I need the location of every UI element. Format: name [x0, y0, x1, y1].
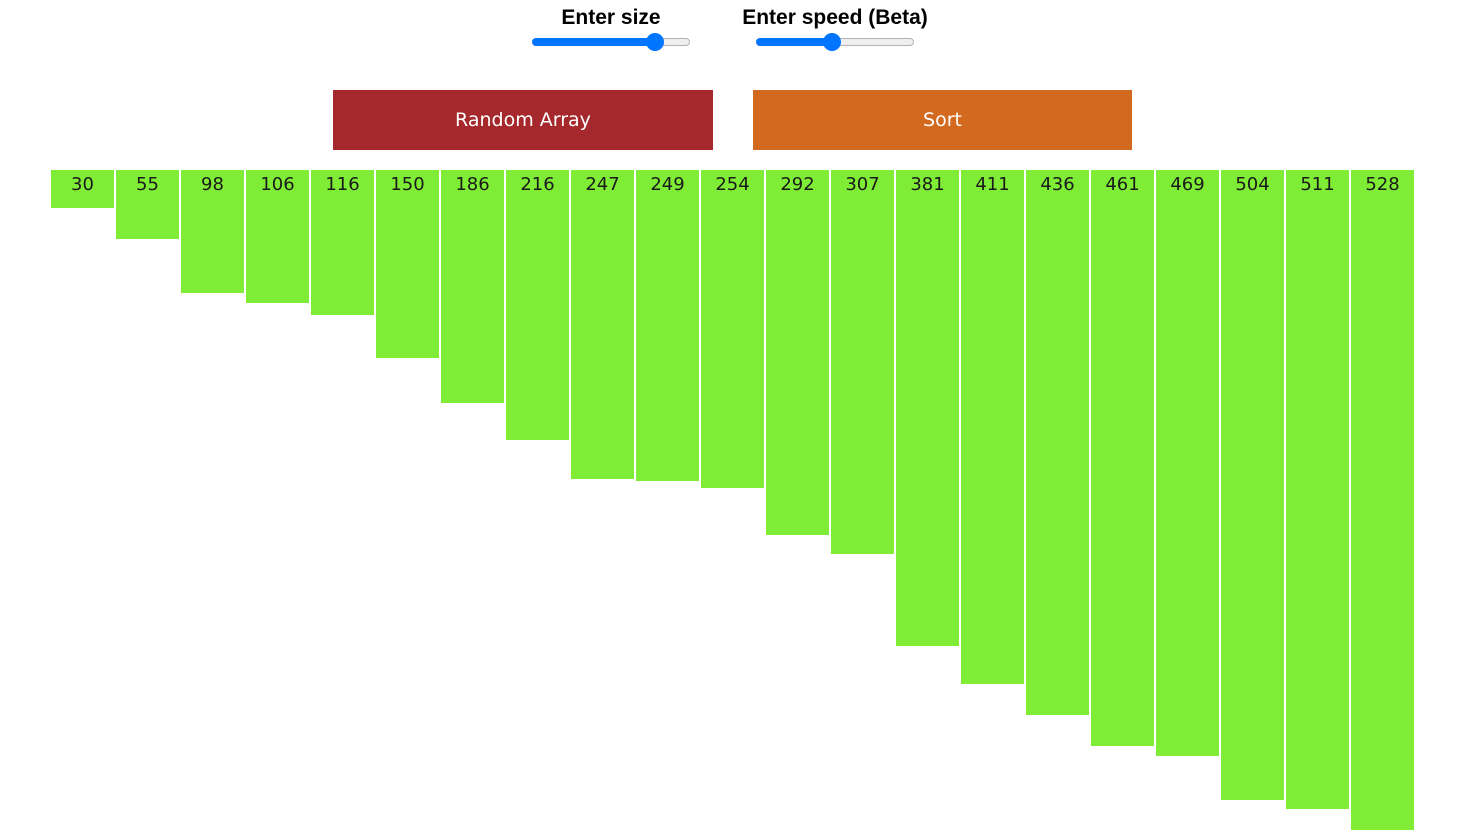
- array-bar: 55: [116, 170, 179, 239]
- speed-label: Enter speed (Beta): [742, 6, 928, 29]
- bar-value-label: 116: [325, 174, 360, 195]
- size-label: Enter size: [561, 6, 661, 29]
- array-bar: 461: [1091, 170, 1154, 746]
- bar-value-label: 307: [845, 174, 880, 195]
- array-bar: 307: [831, 170, 894, 554]
- array-bar: 411: [961, 170, 1024, 684]
- bar-value-label: 528: [1365, 174, 1400, 195]
- bar-value-label: 186: [455, 174, 490, 195]
- array-bar: 186: [441, 170, 504, 403]
- bar-value-label: 247: [585, 174, 620, 195]
- random-array-button[interactable]: Random Array: [333, 90, 713, 150]
- array-bar: 216: [506, 170, 569, 440]
- bar-value-label: 216: [520, 174, 555, 195]
- size-slider-thumb[interactable]: [646, 33, 664, 51]
- bar-value-label: 55: [136, 174, 159, 195]
- array-bar: 436: [1026, 170, 1089, 715]
- bar-value-label: 292: [780, 174, 815, 195]
- bar-value-label: 436: [1040, 174, 1075, 195]
- speed-slider-fill: [756, 38, 832, 46]
- bar-value-label: 381: [910, 174, 945, 195]
- bar-value-label: 254: [715, 174, 750, 195]
- size-slider[interactable]: [532, 33, 690, 51]
- bar-value-label: 469: [1170, 174, 1205, 195]
- bar-value-label: 150: [390, 174, 425, 195]
- speed-slider[interactable]: [756, 33, 914, 51]
- array-bar: 292: [766, 170, 829, 535]
- array-bar: 150: [376, 170, 439, 358]
- array-bar: 254: [701, 170, 764, 488]
- array-bars: 30 55 98 106 116 150 186 216 247 249 254 292 307 381 4…: [51, 170, 1416, 830]
- array-bar: 528: [1351, 170, 1414, 830]
- array-bar: 469: [1156, 170, 1219, 756]
- array-bar: 249: [636, 170, 699, 481]
- speed-slider-thumb[interactable]: [823, 33, 841, 51]
- array-bar: 116: [311, 170, 374, 315]
- bar-value-label: 461: [1105, 174, 1140, 195]
- array-bar: 504: [1221, 170, 1284, 800]
- bar-value-label: 411: [975, 174, 1010, 195]
- bar-value-label: 30: [71, 174, 94, 195]
- array-bar: 30: [51, 170, 114, 208]
- bar-value-label: 249: [650, 174, 685, 195]
- bar-value-label: 98: [201, 174, 224, 195]
- array-bar: 106: [246, 170, 309, 303]
- array-bar: 247: [571, 170, 634, 479]
- bar-value-label: 504: [1235, 174, 1270, 195]
- bar-value-label: 511: [1300, 174, 1335, 195]
- size-slider-fill: [532, 38, 655, 46]
- array-bar: 381: [896, 170, 959, 646]
- sort-button[interactable]: Sort: [753, 90, 1132, 150]
- array-bar: 511: [1286, 170, 1349, 809]
- size-control: Enter size: [532, 6, 690, 51]
- bar-value-label: 106: [260, 174, 295, 195]
- array-bar: 98: [181, 170, 244, 293]
- speed-control: Enter speed (Beta): [742, 6, 928, 51]
